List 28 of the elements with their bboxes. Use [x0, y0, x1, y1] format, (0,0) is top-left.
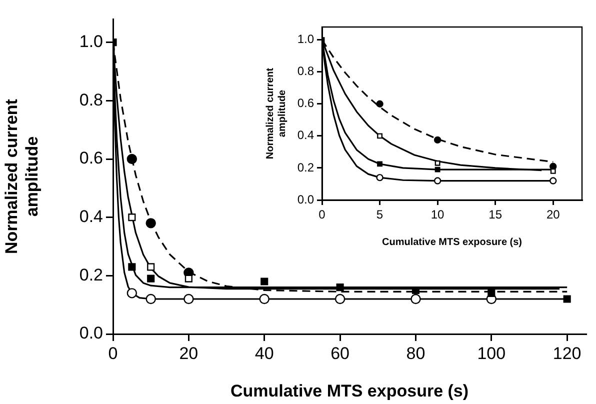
y-tick-label: 1.0: [297, 32, 314, 46]
x-tick-label: 20: [546, 208, 560, 222]
y-axis-title: Normalized current amplitude: [2, 98, 42, 254]
x-tick-label: 100: [477, 344, 506, 363]
y-tick-label: 0.6: [297, 96, 314, 110]
y-tick-label: 0.2: [297, 160, 314, 174]
y-tick-label: 0.6: [79, 148, 103, 168]
x-axis-title: Cumulative MTS exposure (s): [230, 381, 469, 400]
x-axis-title: Cumulative MTS exposure (s): [382, 236, 522, 248]
y-axis-title: Normalized current amplitude: [264, 67, 288, 160]
x-tick-label: 80: [406, 344, 426, 363]
x-tick-label: 5: [376, 208, 384, 222]
y-tick-label: 0.4: [297, 128, 314, 142]
y-tick-label: 0.0: [297, 192, 314, 206]
x-tick-label: 60: [330, 344, 350, 363]
x-tick-label: 0: [108, 344, 118, 363]
x-tick-label: 10: [430, 208, 445, 222]
x-tick-label: 40: [254, 344, 274, 363]
y-tick-label: 0.8: [79, 90, 103, 110]
x-tick-label: 15: [488, 208, 502, 222]
y-tick-label: 0.2: [79, 265, 103, 284]
y-tick-label: 0.4: [79, 207, 103, 226]
x-tick-label: 120: [552, 344, 582, 363]
y-tick-label: 0.8: [297, 64, 314, 78]
y-tick-label: 1.0: [79, 32, 103, 52]
x-tick-label: 20: [179, 344, 198, 363]
y-tick-label: 0.0: [79, 324, 103, 343]
x-tick-label: 0: [318, 208, 326, 222]
